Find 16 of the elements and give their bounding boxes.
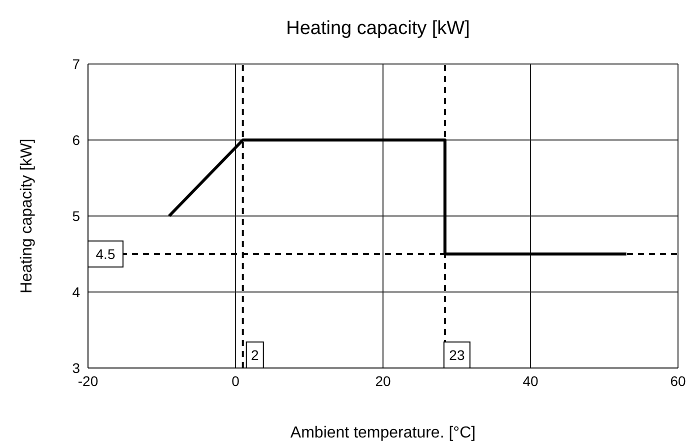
y-tick-label: 6: [72, 132, 80, 148]
annotation: 23: [449, 347, 465, 363]
y-tick-label: 4: [72, 284, 80, 300]
annotation: 2: [250, 347, 259, 363]
y-tick-label: 7: [72, 56, 80, 72]
chart-title: Heating capacity [kW]: [285, 18, 471, 40]
x-tick-label: 20: [375, 372, 391, 389]
ref-line-label: 4.5: [96, 246, 116, 262]
y-tick-label: 3: [72, 360, 80, 376]
y-axis-title: Heating capacity [kW]: [18, 138, 36, 294]
y-tick-label: 5: [72, 208, 80, 224]
x-axis-title: Ambient temperature. [°C]: [290, 424, 476, 442]
x-tick-label: 40: [522, 372, 538, 389]
x-tick-label: 0: [232, 372, 240, 389]
x-tick-label: 60: [670, 372, 686, 389]
x-tick-label: -20: [78, 372, 98, 389]
